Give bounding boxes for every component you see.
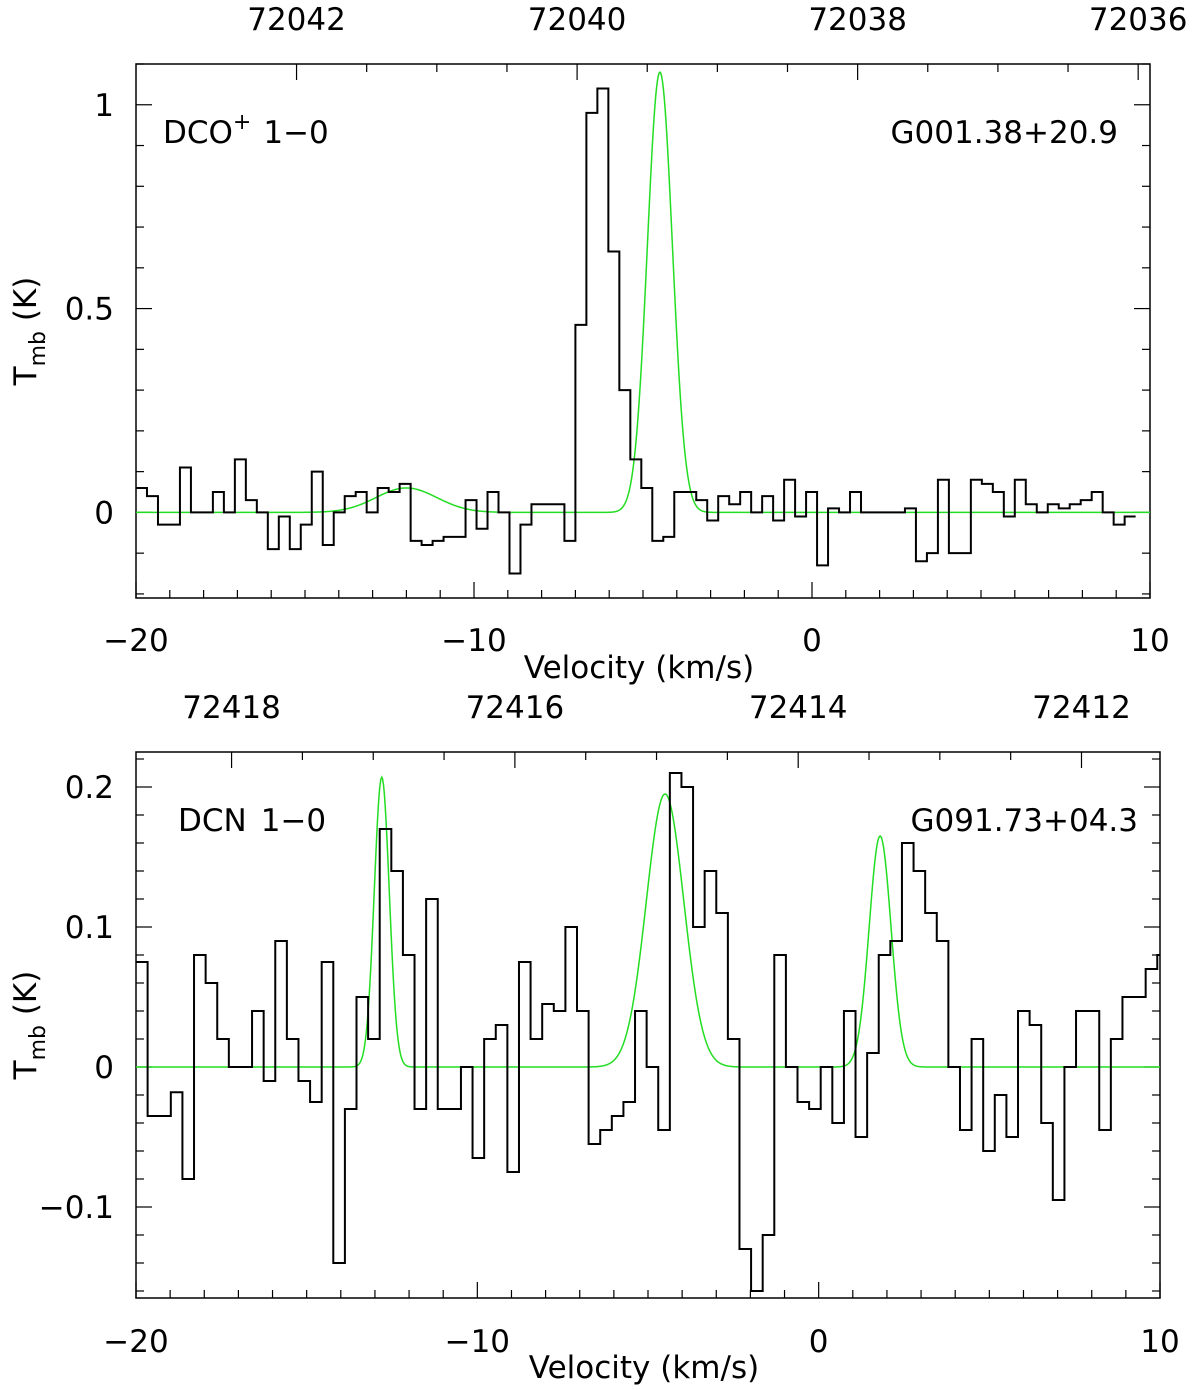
molecule-label: DCO+ 1−0 bbox=[163, 110, 329, 151]
top-axis-tick-label: 72418 bbox=[182, 690, 281, 726]
top-axis-tick-label: 72416 bbox=[466, 690, 565, 726]
y-tick-label: 0.1 bbox=[65, 910, 114, 946]
spectrum-panel-1: −20 −10 0 10 72042 72040 72038 72036 0 0.5 1 Veloci… bbox=[8, 2, 1187, 686]
y-axis-label: Tmb (K) bbox=[8, 971, 51, 1081]
y-axis-label-unit: (K) bbox=[8, 971, 44, 1025]
top-axis-tick-label: 72412 bbox=[1032, 690, 1131, 726]
source-label: G091.73+04.3 bbox=[911, 803, 1139, 839]
x-tick-label: 0 bbox=[809, 1324, 829, 1360]
x-tick-label: 10 bbox=[1140, 1324, 1179, 1360]
y-axis-label-sub: mb bbox=[26, 331, 51, 366]
spectrum-panel-2: −20 −10 0 10 72418 72416 72414 72412 −0.1 0 0.1 0.2… bbox=[8, 690, 1180, 1386]
top-axis-tick-label: 72414 bbox=[749, 690, 848, 726]
plot-area bbox=[136, 772, 1160, 1292]
y-tick-label: −0.1 bbox=[39, 1190, 114, 1226]
gaussian-fit-line bbox=[136, 775, 1160, 1068]
y-axis-label-sub: mb bbox=[26, 1025, 51, 1060]
y-tick-label: 0.2 bbox=[65, 770, 114, 806]
molecule-name: DCN bbox=[178, 803, 247, 839]
top-axis-tick-label: 72038 bbox=[808, 2, 907, 38]
y-axis-label-main: T bbox=[8, 1059, 44, 1080]
x-tick-label: −10 bbox=[445, 1324, 510, 1360]
x-tick-label: −20 bbox=[103, 623, 168, 659]
y-axis-label-main: T bbox=[8, 365, 44, 386]
gaussian-fit-line bbox=[136, 70, 1150, 514]
y-axis-label-unit: (K) bbox=[8, 277, 44, 331]
x-axis-label: Velocity (km/s) bbox=[529, 1350, 759, 1386]
top-axis-tick-label: 72042 bbox=[247, 2, 346, 38]
source-label: G001.38+20.9 bbox=[891, 115, 1119, 151]
x-tick-label: 10 bbox=[1130, 623, 1169, 659]
y-axis-label: Tmb (K) bbox=[8, 277, 51, 387]
molecule-name: DCO bbox=[163, 115, 233, 151]
plot-area bbox=[136, 70, 1150, 575]
molecule-superscript: + bbox=[233, 110, 251, 135]
top-axis-tick-label: 72040 bbox=[528, 2, 627, 38]
x-axis-label: Velocity (km/s) bbox=[524, 650, 754, 686]
spectrum-histogram-line bbox=[136, 87, 1136, 575]
y-tick-label: 0.5 bbox=[65, 292, 114, 328]
top-axis-tick-label: 72036 bbox=[1089, 2, 1188, 38]
x-tick-label: 0 bbox=[802, 623, 822, 659]
y-tick-label: 1 bbox=[94, 88, 114, 124]
y-tick-label: 0 bbox=[94, 1050, 114, 1086]
transition-label: 1−0 bbox=[263, 115, 328, 151]
spectrum-histogram-line bbox=[136, 772, 1160, 1292]
transition-label: 1−0 bbox=[261, 803, 326, 839]
x-tick-label: −10 bbox=[441, 623, 506, 659]
x-tick-label: −20 bbox=[103, 1324, 168, 1360]
molecule-label: DCN 1−0 bbox=[178, 803, 326, 839]
y-tick-label: 0 bbox=[94, 495, 114, 531]
